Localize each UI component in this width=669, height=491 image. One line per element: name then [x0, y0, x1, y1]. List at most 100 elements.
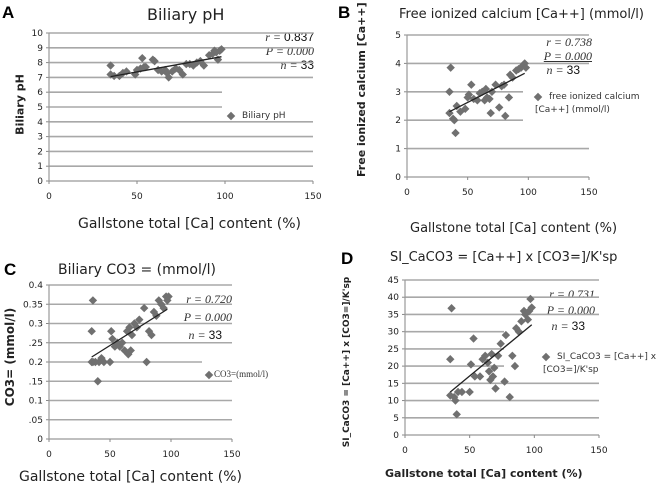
- x-axis-label: Gallstone total [Ca] content (%): [78, 216, 301, 232]
- data-point: [132, 65, 142, 75]
- panel-label: B: [338, 3, 351, 22]
- data-point: [99, 357, 109, 367]
- data-point: [464, 90, 474, 99]
- stat-r: r = 0.720: [186, 292, 232, 306]
- data-point: [118, 68, 128, 78]
- x-tick-label: 100: [162, 450, 179, 460]
- x-tick-label: 150: [304, 192, 321, 202]
- data-point: [141, 62, 150, 72]
- x-tick-label: 50: [104, 450, 116, 460]
- y-tick-label: 0.4: [29, 281, 44, 291]
- y-tick-label: 6: [37, 88, 43, 98]
- data-point: [501, 111, 510, 121]
- legend: CO3=(mmol/l): [204, 368, 269, 381]
- x-tick-label: 0: [402, 446, 408, 456]
- stats-block: r = 0.738 P = 0.000 n = 33: [500, 35, 592, 77]
- data-point: [469, 334, 478, 343]
- data-point: [178, 70, 187, 79]
- legend: free ionized calcium [Ca++] (mmol/l): [533, 91, 645, 117]
- data-point: [108, 334, 117, 344]
- x-tick-label: 50: [462, 188, 474, 198]
- data-point: [480, 351, 490, 360]
- stat-n: n = 33: [551, 319, 585, 333]
- trendline: [449, 72, 525, 113]
- data-point: [450, 116, 459, 125]
- y-tick-label: 10: [32, 29, 44, 39]
- chart-title: SI_CaCO3 = [Ca++] x [CO3=]/K'sp: [390, 250, 618, 265]
- data-point: [523, 315, 533, 324]
- x-tick-label: 50: [464, 446, 476, 456]
- x-tick-label: 150: [580, 188, 597, 198]
- data-point: [488, 372, 498, 381]
- y-tick-label: 4: [37, 118, 43, 128]
- data-point: [107, 327, 116, 336]
- y-tick-label: 2: [395, 116, 401, 126]
- y-tick-label: 5: [395, 31, 401, 41]
- y-tick-label: 9: [37, 44, 43, 54]
- data-point: [125, 323, 134, 332]
- stat-n: n = 33: [546, 63, 580, 77]
- y-tick-label: .05: [29, 416, 43, 426]
- data-point: [147, 330, 156, 340]
- data-point: [110, 342, 120, 351]
- data-point: [470, 372, 480, 381]
- data-point: [160, 65, 170, 75]
- y-tick-label: 0.35: [23, 300, 43, 310]
- legend-text: SI_CaCO3 = [Ca++] x [CO3=]/K'sp: [543, 352, 657, 375]
- data-point: [508, 73, 517, 82]
- y-tick-label: 3: [37, 133, 43, 143]
- data-point: [150, 56, 159, 66]
- data-point: [491, 384, 500, 393]
- y-tick-label: 15: [388, 379, 399, 389]
- data-point: [484, 367, 494, 376]
- y-tick-label: 45: [388, 276, 399, 286]
- data-point: [446, 355, 455, 364]
- data-point: [475, 372, 485, 381]
- legend: SI_CaCO3 = [Ca++] x [CO3=]/K'sp: [541, 351, 668, 377]
- data-point: [452, 410, 461, 419]
- data-point: [481, 84, 491, 94]
- panel-label: A: [2, 3, 15, 22]
- y-tick-label: .25: [29, 339, 43, 349]
- data-point: [521, 63, 531, 72]
- stat-n: n = 33: [188, 328, 222, 342]
- x-tick-label: 100: [216, 192, 233, 202]
- data-point: [467, 80, 476, 89]
- stat-r: r = 0.738: [546, 35, 592, 49]
- data-point: [510, 361, 520, 371]
- data-point: [524, 306, 534, 316]
- data-point: [501, 330, 511, 340]
- data-point: [465, 387, 474, 397]
- y-tick-label: 0.3: [29, 320, 43, 330]
- panel-a: A Biliary pH Biliary pH Gallstone total …: [0, 0, 335, 245]
- legend-text: CO3=(mmol/l): [214, 369, 269, 379]
- x-tick-label: 100: [526, 446, 543, 456]
- legend: Biliary pH: [226, 110, 286, 123]
- data-point: [504, 93, 514, 102]
- data-point: [495, 103, 504, 112]
- data-point: [526, 294, 535, 304]
- data-point: [496, 339, 505, 348]
- y-tick-label: 30: [388, 328, 400, 338]
- y-tick-label: 1: [395, 145, 401, 155]
- legend-text: free ionized calcium [Ca++] (mmol/l): [535, 92, 640, 115]
- y-tick-label: 0.2: [29, 358, 43, 368]
- x-axis-label: Gallstone total [Ca] content (%): [410, 221, 618, 236]
- data-point: [451, 128, 460, 138]
- data-point: [217, 45, 226, 54]
- legend-text: Biliary pH: [242, 111, 286, 121]
- y-tick-label: 0: [37, 435, 43, 445]
- data-point: [491, 80, 500, 89]
- data-point: [138, 53, 147, 63]
- y-tick-label: .15: [29, 377, 43, 387]
- data-point: [118, 338, 127, 347]
- panel-c: C Biliary CO3 = (mmol/l) CO3= (mmol/l) G…: [0, 245, 335, 491]
- stats-block: r = 0.720 P = 0.000 n = 33: [160, 290, 232, 344]
- panel-label: D: [341, 249, 354, 268]
- y-tick-label: 5: [393, 414, 399, 424]
- data-point: [87, 327, 96, 336]
- data-point: [192, 58, 202, 67]
- data-point: [500, 377, 509, 386]
- x-axis-label: Gallstone total [Ca] content (%): [385, 467, 583, 480]
